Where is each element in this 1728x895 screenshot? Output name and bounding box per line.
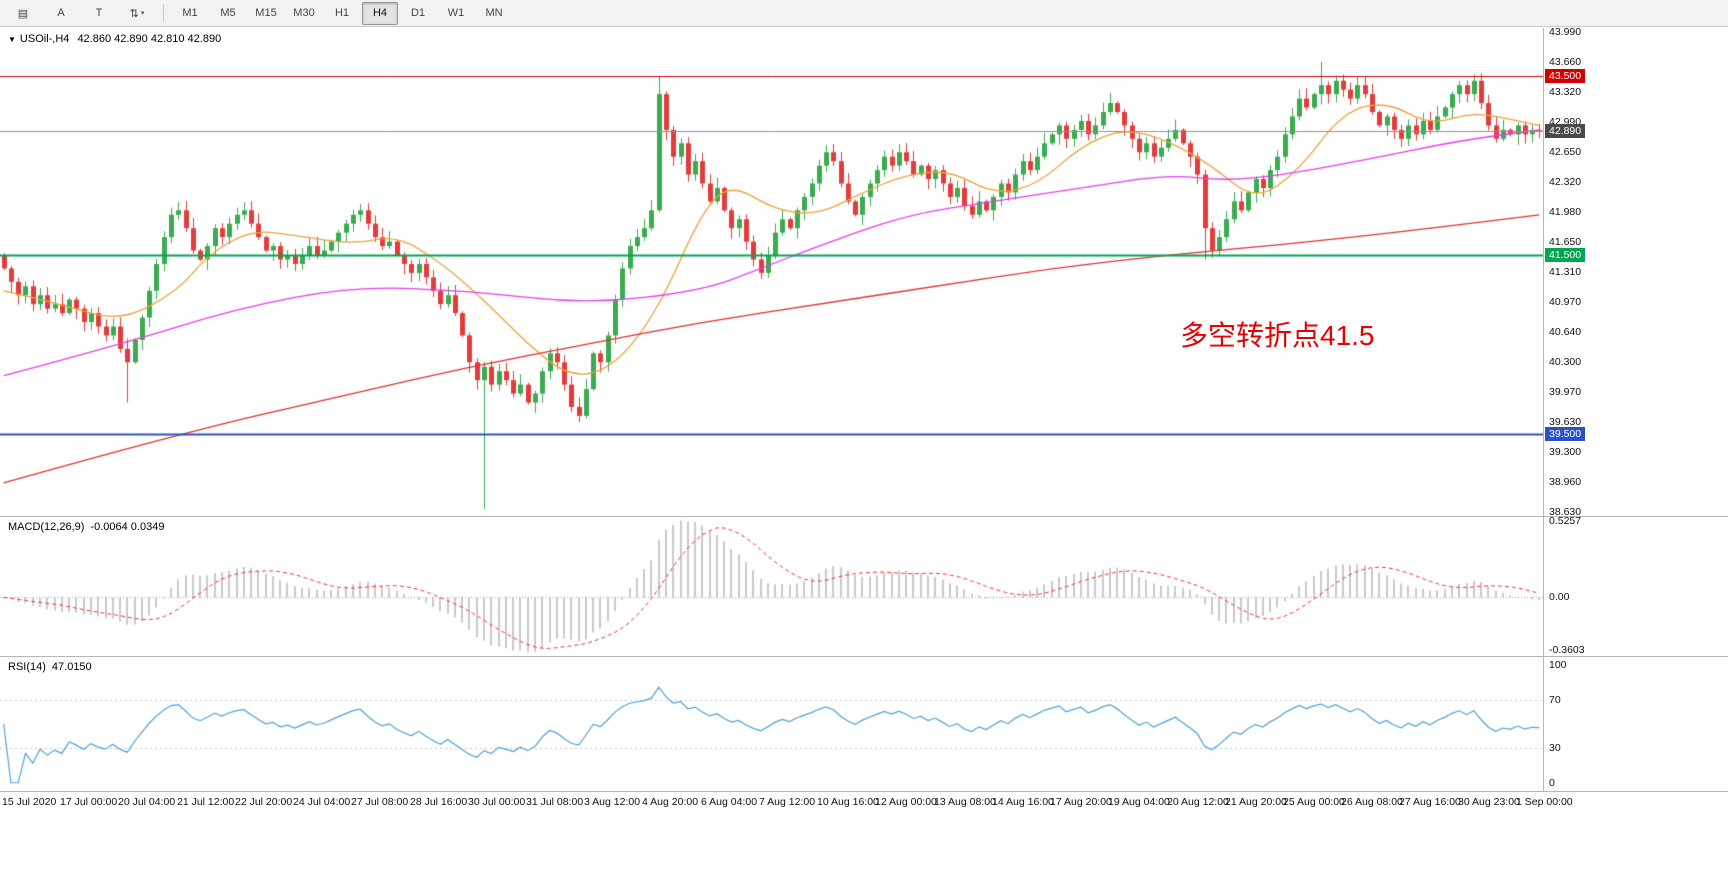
- price-axis-label: 41.650: [1549, 235, 1582, 248]
- price-level-badge: 41.500: [1545, 248, 1586, 263]
- time-axis-label: 7 Aug 12:00: [759, 796, 816, 808]
- annotation-text: 多空转折点41.5: [1180, 320, 1375, 351]
- price-axis-label: 39.300: [1549, 445, 1582, 458]
- pane-separator[interactable]: [0, 656, 1728, 657]
- timeframe-w1[interactable]: W1: [447, 7, 465, 19]
- text-tool-button[interactable]: T: [95, 7, 103, 19]
- time-axis-label: 15 Jul 2020: [2, 796, 57, 808]
- timeframe-mn[interactable]: MN: [485, 7, 503, 19]
- time-axis-label: 6 Aug 04:00: [701, 796, 758, 808]
- time-axis-label: 4 Aug 20:00: [642, 796, 699, 808]
- time-axis-label: 3 Aug 12:00: [584, 796, 641, 808]
- timeframe-toolbar: M1 M5 M15 M30 H1 H4 D1 W1 MN: [171, 0, 513, 26]
- price-axis-label: 42.320: [1549, 175, 1582, 188]
- price-axis-label: 43.990: [1549, 26, 1582, 39]
- time-axis-label: 30 Aug 23:00: [1458, 796, 1520, 808]
- price-chart-canvas[interactable]: [0, 28, 1543, 516]
- time-axis[interactable]: 15 Jul 2020 17 Jul 00:00 20 Jul 04:00 21 Ju…: [0, 794, 1573, 812]
- rsi-axis-label: 100: [1549, 659, 1567, 672]
- pane-separator[interactable]: [0, 791, 1728, 792]
- dropdown-caret-icon: ▾: [140, 10, 145, 17]
- time-axis-label: 25 Aug 00:00: [1283, 796, 1345, 808]
- time-axis-label: 28 Jul 16:00: [410, 796, 468, 808]
- current-price-badge: 42.890: [1545, 123, 1586, 138]
- arrow-tool-button[interactable]: A: [57, 7, 65, 19]
- time-axis-label: 1 Sep 00:00: [1516, 796, 1573, 808]
- macd-name: MACD(12,26,9): [8, 521, 85, 533]
- price-axis-label: 38.960: [1549, 476, 1582, 489]
- time-axis-label: 20 Aug 12:00: [1167, 796, 1229, 808]
- chart-grid-icon[interactable]: ▤: [17, 7, 29, 20]
- time-axis-label: 17 Aug 20:00: [1050, 796, 1112, 808]
- price-axis-label: 42.650: [1549, 146, 1582, 159]
- time-axis-label: 21 Jul 12:00: [177, 796, 235, 808]
- price-axis-label: 40.970: [1549, 296, 1582, 309]
- price-axis-label: 40.300: [1549, 356, 1582, 369]
- pane-separator[interactable]: [0, 516, 1728, 517]
- macd-axis[interactable]: 0.5257 0.00 -0.3603: [1544, 514, 1728, 657]
- timeframe-h1[interactable]: H1: [334, 7, 350, 19]
- timeframe-h4[interactable]: H4: [362, 1, 398, 25]
- chart-mode-icon[interactable]: ⇅ ▾: [129, 7, 145, 20]
- time-axis-label: 31 Jul 08:00: [526, 796, 584, 808]
- symbol-period-label: USOil-,H4: [19, 33, 70, 45]
- price-axis-label: 43.660: [1549, 55, 1582, 68]
- timeframe-d1[interactable]: D1: [410, 7, 426, 19]
- price-level-badge: 39.500: [1545, 426, 1586, 441]
- price-axis-label: 40.640: [1549, 325, 1582, 338]
- macd-values: -0.0064 0.0349: [90, 521, 165, 533]
- time-axis-label: 19 Aug 04:00: [1108, 796, 1170, 808]
- time-axis-label: 17 Jul 00:00: [60, 796, 118, 808]
- time-axis-label: 27 Aug 16:00: [1399, 796, 1461, 808]
- timeframe-m1[interactable]: M1: [182, 7, 198, 19]
- rsi-axis-label: 0: [1549, 776, 1555, 789]
- timeframe-m15[interactable]: M15: [255, 7, 277, 19]
- time-axis-label: 30 Jul 00:00: [468, 796, 526, 808]
- time-axis-label: 14 Aug 16:00: [992, 796, 1054, 808]
- price-axis-label: 39.970: [1549, 385, 1582, 398]
- rsi-axis-label: 30: [1549, 741, 1561, 754]
- time-axis-label: 22 Jul 20:00: [235, 796, 293, 808]
- timeframe-m5[interactable]: M5: [220, 7, 236, 19]
- time-axis-label: 26 Aug 08:00: [1341, 796, 1403, 808]
- toolbar: ▤ A T ⇅ ▾ M1 M5 M15 M30 H1 H4 D1 W1 MN: [0, 0, 1728, 27]
- time-axis-label: 20 Jul 04:00: [118, 796, 176, 808]
- price-axis-border: [1543, 28, 1544, 792]
- chevron-down-icon[interactable]: ▼: [8, 35, 16, 44]
- time-axis-label: 13 Aug 08:00: [934, 796, 996, 808]
- time-axis-label: 21 Aug 20:00: [1225, 796, 1287, 808]
- price-axis-label: 41.310: [1549, 266, 1582, 278]
- chart-symbol-label: ▼ USOil-,H4 42.860 42.890 42.810 42.890: [8, 33, 221, 45]
- macd-pane[interactable]: MACD(12,26,9) -0.0064 0.0349: [0, 517, 1543, 656]
- time-axis-label: 24 Jul 04:00: [293, 796, 351, 808]
- price-axis-label: 41.980: [1549, 206, 1582, 219]
- macd-label: MACD(12,26,9) -0.0064 0.0349: [8, 521, 170, 533]
- timeframe-m30[interactable]: M30: [293, 7, 315, 19]
- macd-axis-label: -0.3603: [1549, 644, 1585, 657]
- rsi-label: RSI(14) 47.0150: [8, 661, 98, 673]
- rsi-canvas[interactable]: [0, 657, 1543, 791]
- rsi-name: RSI(14): [8, 661, 46, 673]
- macd-canvas[interactable]: [0, 517, 1543, 656]
- ohlc-values: 42.860 42.890 42.810 42.890: [77, 33, 222, 45]
- macd-axis-label: 0.00: [1549, 591, 1570, 604]
- main-chart-pane[interactable]: ▼ USOil-,H4 42.860 42.890 42.810 42.890 多空…: [0, 28, 1543, 516]
- toolbar-separator: [163, 4, 164, 22]
- price-axis-label: 43.320: [1549, 86, 1582, 99]
- macd-axis-label: 0.5257: [1549, 514, 1582, 527]
- time-axis-label: 12 Aug 00:00: [875, 796, 937, 808]
- rsi-pane[interactable]: RSI(14) 47.0150: [0, 657, 1543, 791]
- price-axis-label: 39.630: [1549, 416, 1582, 429]
- rsi-axis[interactable]: 100 70 30 0: [1544, 657, 1728, 791]
- price-axis[interactable]: 43.990 43.660 43.320 42.990 42.650 42.320 41.9…: [1544, 26, 1728, 518]
- rsi-value: 47.0150: [51, 661, 92, 673]
- toolbar-tool-buttons: ▤ A T ⇅ ▾: [4, 0, 156, 26]
- price-axis-label: 38.630: [1549, 505, 1582, 518]
- time-axis-label: 27 Jul 08:00: [351, 796, 409, 808]
- rsi-axis-label: 70: [1549, 694, 1561, 707]
- price-level-badge: 43.500: [1545, 69, 1586, 84]
- time-axis-label: 10 Aug 16:00: [817, 796, 879, 808]
